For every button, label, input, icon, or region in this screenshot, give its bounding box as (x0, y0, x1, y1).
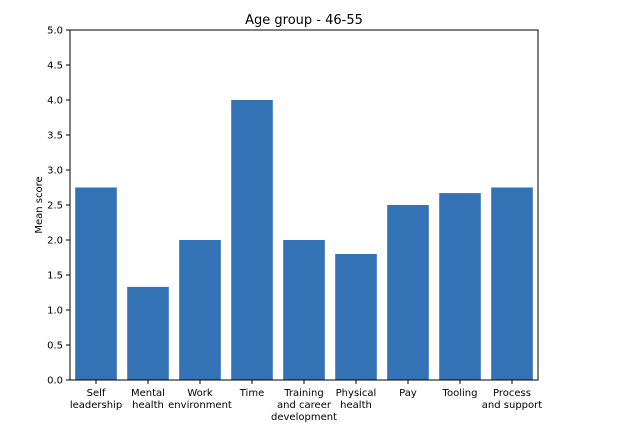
y-tick-label: 0.0 (47, 376, 63, 387)
y-tick-label: 3.5 (47, 131, 63, 142)
x-tick-label-line: Process (493, 388, 531, 399)
bar-mental-health (127, 286, 169, 380)
y-ticks-group: 0.0 0.5 1.0 1.5 2.0 2.5 3.0 3.5 4.0 4.5 5.0 (47, 26, 70, 387)
plot-frame (69, 29, 539, 381)
bar-training-and-career-development (283, 240, 325, 380)
x-tick-label-line: and career (277, 400, 332, 411)
bar-process-and-support (491, 187, 533, 380)
x-tick-label-line: Tooling (442, 388, 478, 399)
bar-work-environment (179, 240, 221, 380)
x-tick-label: Process and support (482, 388, 542, 411)
bar-time (231, 100, 273, 380)
bar-physical-health (335, 254, 377, 380)
chart-title: Age group - 46-55 (245, 13, 363, 28)
x-tick-label-line: health (132, 400, 164, 411)
y-axis-label: Mean score (34, 176, 45, 233)
x-tick-label-line: development (271, 412, 337, 423)
x-tick-label-line: Pay (399, 388, 417, 399)
x-tick-label-line: and support (482, 400, 542, 411)
bar-self-leadership (75, 187, 117, 380)
x-tick-label: Tooling (442, 388, 478, 399)
x-tick-label-line: Training (283, 388, 323, 399)
x-tick-label-line: environment (168, 400, 232, 411)
x-tick-label-line: leadership (70, 400, 122, 411)
x-tick-label-line: Self (87, 388, 106, 399)
bar-pay (387, 205, 429, 380)
x-tick-label: Work environment (168, 388, 232, 411)
y-tick-label: 1.5 (47, 271, 63, 282)
x-tick-label: Physical health (336, 388, 377, 411)
x-tick-label-line: health (340, 400, 372, 411)
y-tick-label: 1.0 (47, 306, 63, 317)
y-tick-label: 0.5 (47, 341, 63, 352)
x-tick-label-line: Mental (131, 388, 165, 399)
x-tick-label-line: Physical (336, 388, 377, 399)
x-tick-label-line: Work (187, 388, 213, 399)
x-tick-label-line: Time (239, 388, 264, 399)
x-tick-label: Pay (399, 388, 417, 399)
y-tick-label: 3.0 (47, 166, 63, 177)
x-tick-label: Mental health (131, 388, 165, 411)
x-tick-label: Training and career development (271, 388, 337, 423)
y-tick-label: 4.5 (47, 61, 63, 72)
y-tick-label: 2.0 (47, 236, 63, 247)
x-tick-label: Time (239, 388, 264, 399)
bar-tooling (439, 193, 481, 380)
x-tick-label: Self leadership (70, 388, 122, 411)
y-tick-label: 2.5 (47, 201, 63, 212)
y-tick-label: 5.0 (47, 26, 63, 37)
y-tick-label: 4.0 (47, 96, 63, 107)
bars-group (75, 100, 533, 380)
